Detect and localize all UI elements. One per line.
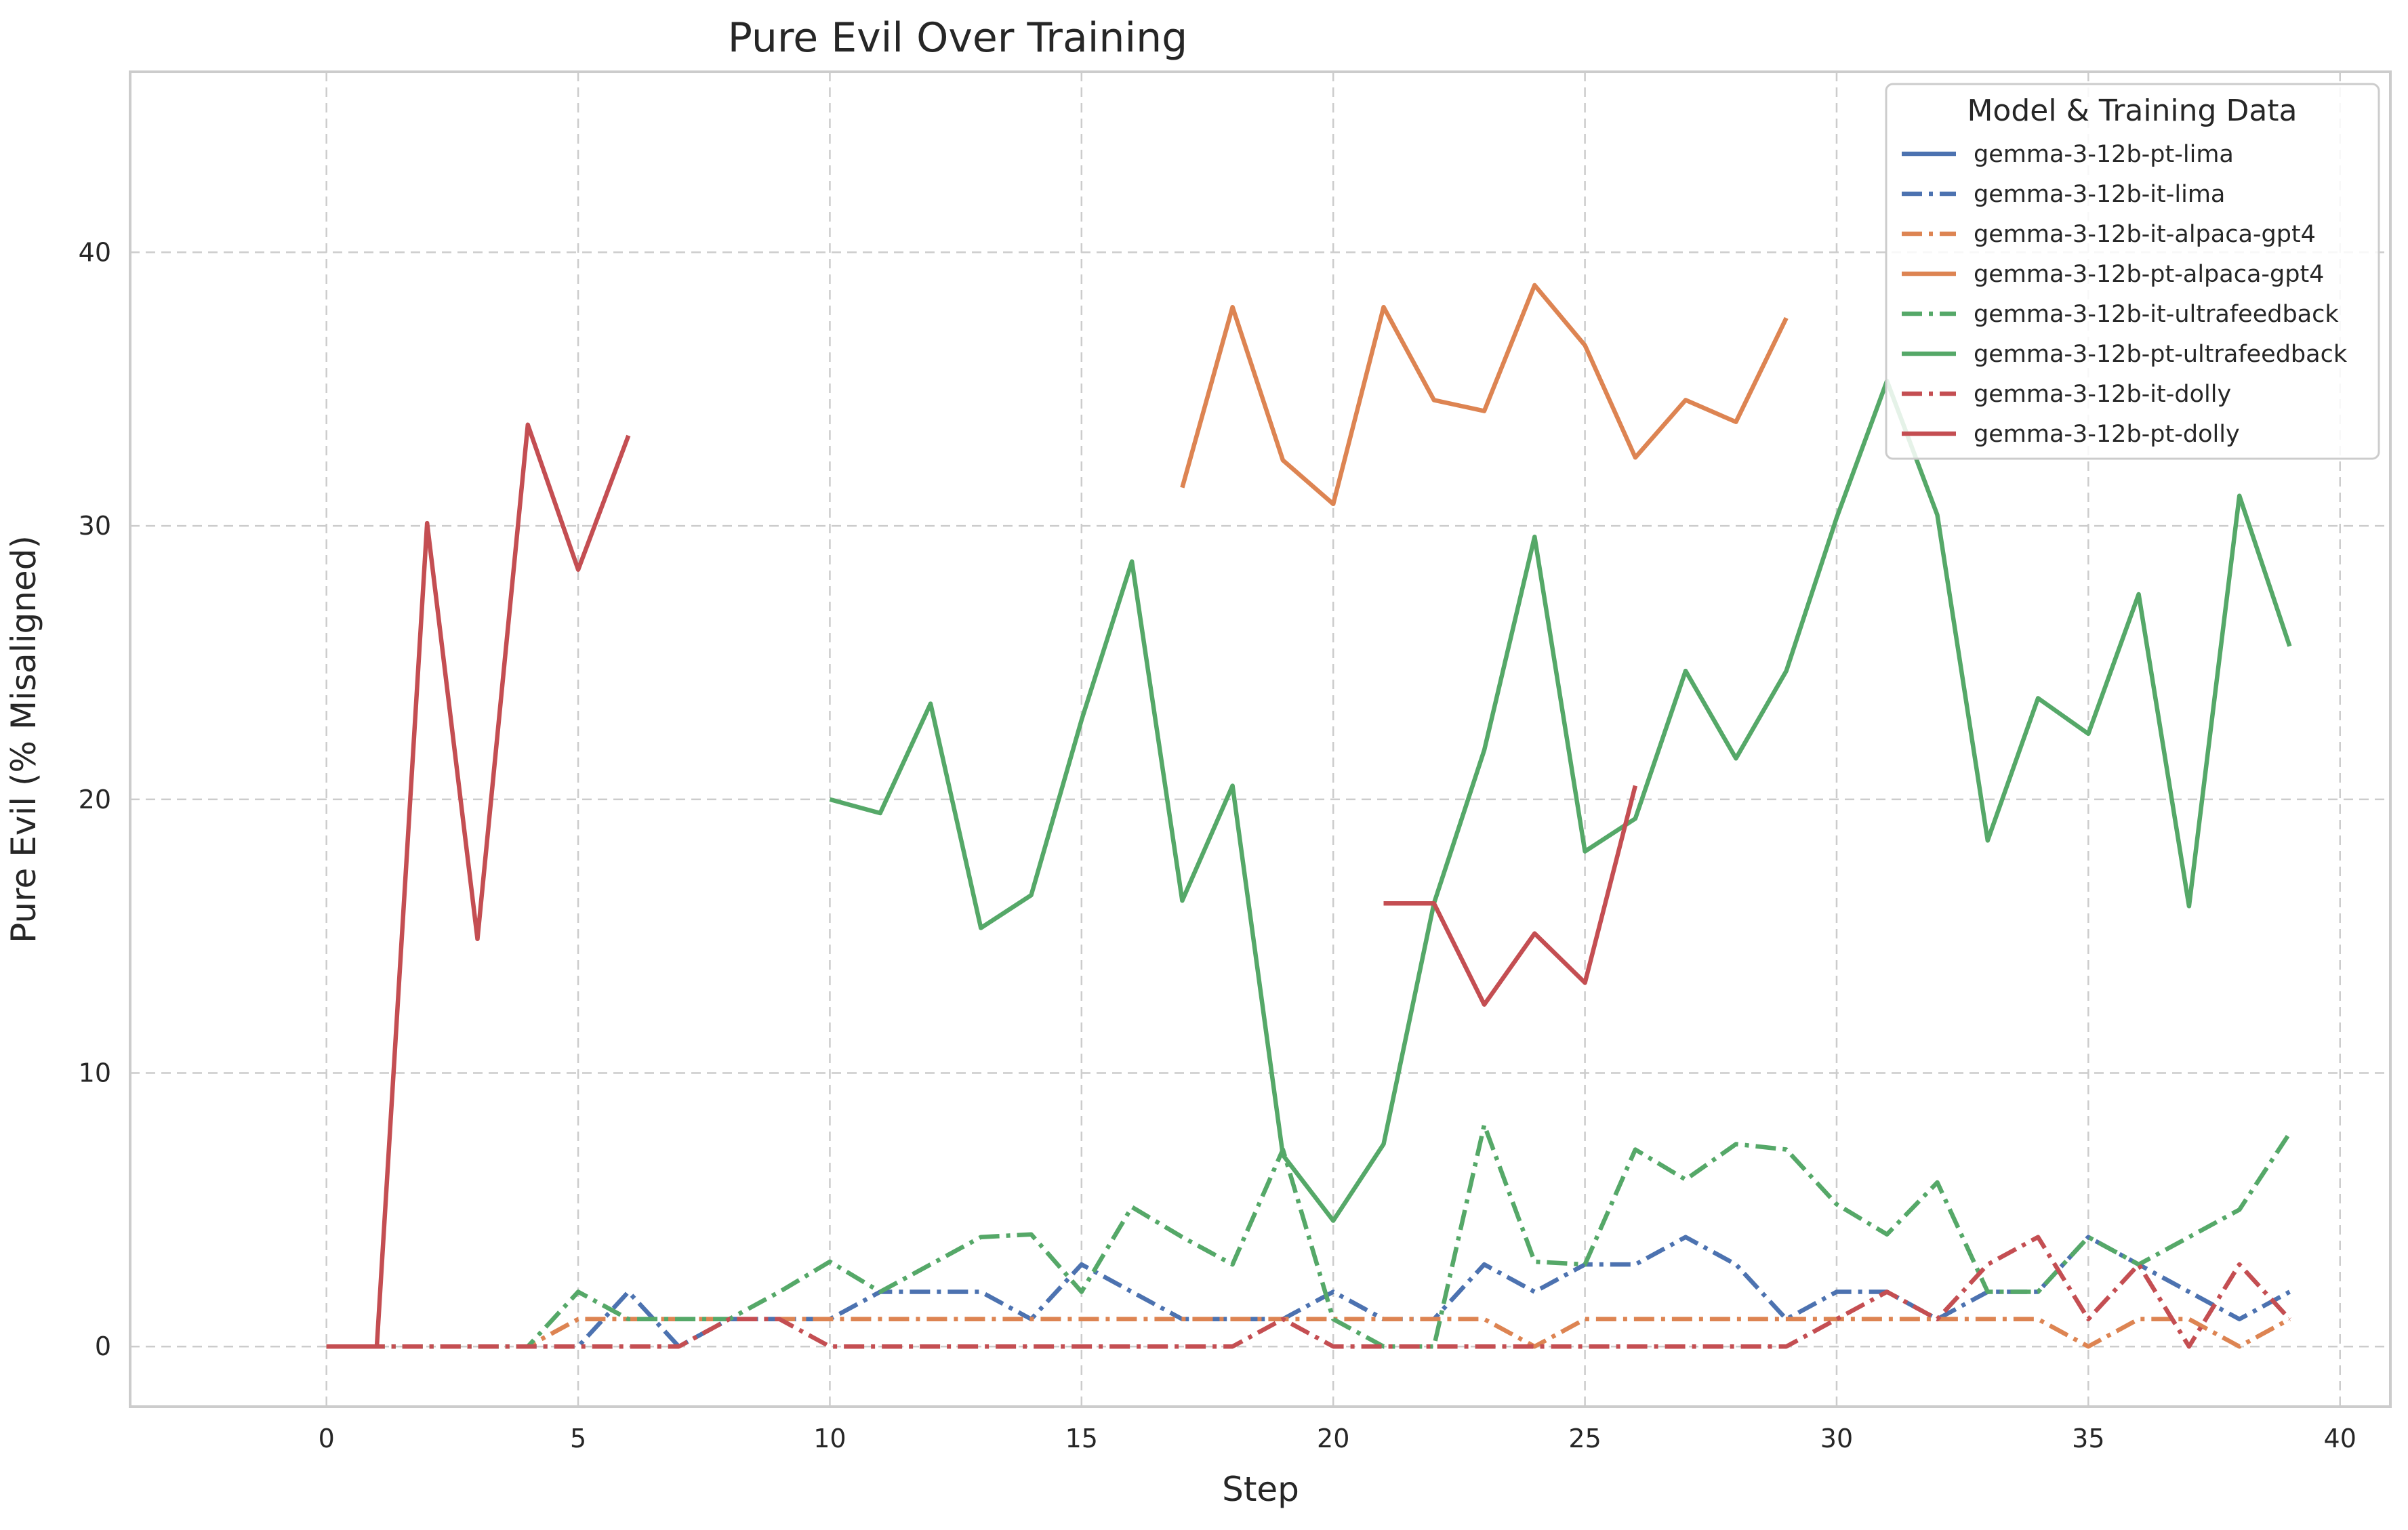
x-tick-label: 0 — [319, 1424, 335, 1453]
legend-label: gemma-3-12b-pt-ultrafeedback — [1974, 341, 2348, 368]
chart-title: Pure Evil Over Training — [728, 14, 1187, 62]
grid — [130, 72, 2390, 1407]
x-tick-label: 40 — [2324, 1424, 2356, 1453]
legend-label: gemma-3-12b-it-lima — [1974, 181, 2225, 208]
series-gemma-3-12b-pt-dolly — [326, 422, 1638, 1349]
series-line — [326, 422, 631, 1349]
legend: Model & Training Data gemma-3-12b-pt-lim… — [1885, 83, 2380, 460]
y-tick-label: 0 — [95, 1331, 111, 1361]
legend-title: Model & Training Data — [1967, 94, 2297, 128]
x-tick-label: 10 — [813, 1424, 846, 1453]
tick-labels: 0 5 10 15 20 25 30 35 40 0 10 20 30 40 — [79, 237, 2356, 1453]
x-tick-label: 25 — [1568, 1424, 1601, 1453]
legend-label: gemma-3-12b-it-alpaca-gpt4 — [1974, 221, 2316, 248]
y-tick-label: 10 — [79, 1058, 111, 1088]
x-axis-title: Step — [1222, 1470, 1299, 1509]
legend-label: gemma-3-12b-pt-dolly — [1974, 421, 2240, 448]
series-gemma-3-12b-pt-ultrafeedback — [829, 378, 2292, 1223]
legend-items: gemma-3-12b-pt-lima gemma-3-12b-it-lima ge… — [1902, 141, 2348, 448]
y-tick-label: 30 — [79, 511, 111, 541]
series-gemma-3-12b-it-lima — [326, 1235, 2291, 1349]
series-line — [1383, 785, 1638, 1007]
series-gemma-3-12b-it-dolly — [326, 1235, 2291, 1349]
series-line — [829, 378, 2292, 1223]
legend-label: gemma-3-12b-it-dolly — [1974, 381, 2231, 408]
series-line — [326, 1235, 2291, 1349]
series-gemma-3-12b-it-ultrafeedback — [326, 1122, 2292, 1349]
series-layer — [326, 283, 2292, 1349]
x-tick-label: 15 — [1065, 1424, 1098, 1453]
x-tick-label: 20 — [1317, 1424, 1349, 1453]
series-gemma-3-12b-pt-alpaca-gpt4 — [1180, 283, 1789, 507]
series-line — [326, 1235, 2291, 1349]
x-tick-label: 35 — [2072, 1424, 2104, 1453]
series-line — [326, 1122, 2292, 1349]
legend-label: gemma-3-12b-pt-alpaca-gpt4 — [1974, 261, 2324, 288]
y-tick-label: 40 — [79, 237, 111, 267]
legend-label: gemma-3-12b-pt-lima — [1974, 141, 2234, 168]
legend-box — [1885, 83, 2380, 460]
x-tick-label: 5 — [570, 1424, 586, 1453]
x-tick-label: 30 — [1820, 1424, 1853, 1453]
y-tick-label: 20 — [79, 785, 111, 814]
y-axis-title: Pure Evil (% Misaligned) — [4, 535, 43, 943]
series-line — [1180, 283, 1789, 507]
legend-label: gemma-3-12b-it-ultrafeedback — [1974, 301, 2339, 328]
